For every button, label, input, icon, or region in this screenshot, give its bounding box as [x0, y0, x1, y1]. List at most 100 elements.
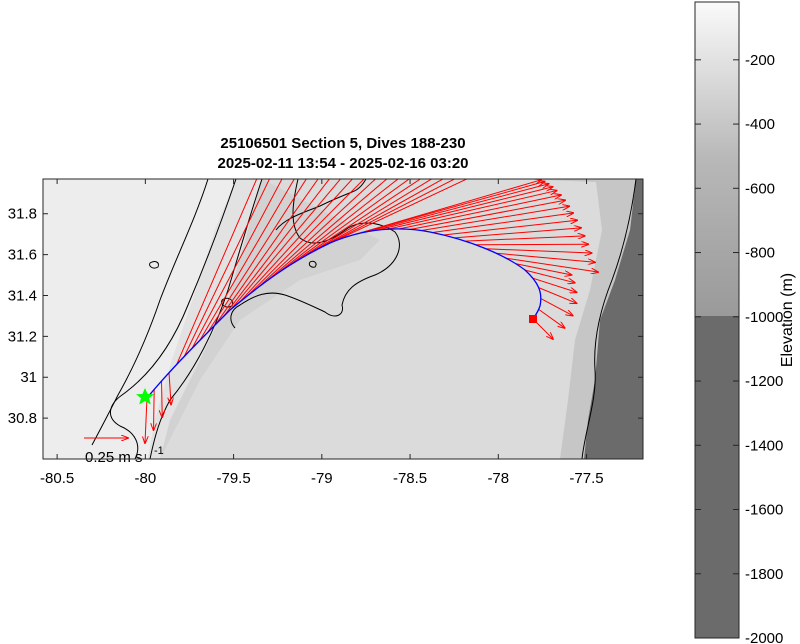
x-tick-label: -78.5 — [393, 470, 427, 487]
current-vector — [464, 236, 585, 242]
colorbar-tick-label: -1800 — [745, 566, 783, 583]
colorbar-lower — [695, 316, 739, 638]
glider-track — [146, 228, 542, 399]
current-vector — [538, 308, 565, 328]
map-frame — [42, 178, 644, 460]
current-vector — [231, 179, 342, 310]
x-tick-label: -77.5 — [569, 470, 603, 487]
current-vector — [323, 179, 456, 247]
current-vector — [257, 179, 377, 289]
current-vector — [532, 277, 577, 292]
current-vector — [183, 179, 270, 357]
x-tick-label: -78 — [487, 470, 509, 487]
colorbar-tick-label: -200 — [745, 52, 775, 69]
current-vector — [515, 263, 572, 275]
figure-title-line2: 2025-02-11 13:54 - 2025-02-16 03:20 — [217, 155, 468, 172]
contour-line — [275, 179, 367, 231]
current-vector — [275, 179, 399, 276]
y-tick-label: 30.8 — [8, 410, 37, 427]
current-vector — [248, 179, 365, 296]
current-vector — [199, 179, 295, 341]
colorbar-tick-label: -400 — [745, 116, 775, 133]
contour-line — [149, 261, 159, 269]
scale-label: 0.25 m s — [85, 449, 143, 466]
x-axis: -80.5 -80 -79.5 -79 -78.5 -78 -77.5 — [40, 179, 604, 487]
star-icon — [136, 388, 154, 405]
bathymetry-layer — [43, 179, 643, 459]
colorbar-tick-label: -600 — [745, 180, 775, 197]
current-vector — [207, 179, 307, 333]
contour-line — [110, 179, 237, 459]
current-vector — [215, 179, 319, 325]
colorbar-label: Elevation (m) — [779, 273, 796, 367]
end-marker — [529, 315, 537, 323]
current-vector — [387, 191, 557, 230]
colorbar-tick-label: -800 — [745, 245, 775, 262]
current-vector — [376, 187, 553, 231]
current-vector — [506, 257, 598, 272]
colorbar-tick-label: -1600 — [745, 502, 783, 519]
current-vectors — [145, 179, 598, 443]
current-vector — [421, 206, 570, 232]
y-tick-label: 31 — [20, 369, 37, 386]
current-vector — [239, 179, 354, 303]
current-vector — [154, 389, 155, 430]
colorbar-upper — [695, 2, 739, 316]
current-vector — [540, 298, 573, 316]
contour-line — [581, 179, 637, 459]
colorbar: -200 -400 -600 -800 -1000 -1200 -1400 -1600 -180… — [694, 1, 796, 644]
colorbar-tick-label: -1000 — [745, 309, 783, 326]
start-marker — [136, 388, 154, 405]
contour-line — [91, 179, 209, 446]
colorbar-ticks: -200 -400 -600 -800 -1000 -1200 -1400 -1600 -180… — [695, 52, 783, 644]
colorbar-tick-label: -1400 — [745, 437, 783, 454]
colorbar-frame — [694, 1, 740, 639]
colorbar-tick-label: -2000 — [745, 630, 783, 644]
y-tick-label: 31.6 — [8, 247, 37, 264]
figure-title-line1: 25106501 Section 5, Dives 188-230 — [220, 135, 465, 152]
depth-contours — [91, 179, 637, 459]
current-vector — [538, 287, 577, 304]
scale-exponent: -1 — [154, 445, 164, 457]
current-vector — [365, 184, 549, 233]
current-vector — [443, 220, 577, 236]
x-tick-label: -80 — [135, 470, 157, 487]
x-tick-label: -79 — [311, 470, 333, 487]
current-vector — [223, 179, 330, 317]
current-vector — [169, 372, 171, 405]
y-tick-label: 31.4 — [8, 287, 37, 304]
current-vector — [496, 252, 595, 262]
current-vector — [162, 381, 163, 417]
shelf-mid — [148, 179, 262, 459]
current-vector — [266, 179, 388, 282]
x-tick-label: -79.5 — [216, 470, 250, 487]
y-axis: 30.8 31 31.2 31.4 31.6 31.8 — [8, 206, 643, 427]
contour-line — [149, 179, 263, 459]
current-vector — [284, 179, 410, 269]
current-vector — [333, 179, 468, 242]
contour-line — [230, 179, 400, 329]
contour-line — [308, 260, 317, 268]
current-vector — [399, 195, 561, 230]
current-vector — [454, 228, 581, 239]
current-vector — [176, 179, 258, 365]
colorbar-tick-label: -1200 — [745, 373, 783, 390]
current-vector — [145, 397, 147, 443]
current-vector — [354, 182, 545, 235]
y-tick-label: 31.8 — [8, 206, 37, 223]
current-vector — [432, 213, 574, 234]
map-axes: 0.25 m s -1 -80.5 -80 -79.5 -79 -78.5 -78 -77.… — [8, 178, 644, 487]
current-vector — [485, 248, 592, 253]
current-vector — [313, 179, 444, 252]
current-vector — [524, 269, 575, 283]
current-vector — [410, 200, 565, 230]
current-vector — [294, 179, 422, 263]
y-tick-label: 31.2 — [8, 328, 37, 345]
scale-vector: 0.25 m s -1 — [84, 438, 164, 466]
current-vector — [303, 179, 433, 258]
deep-basin — [584, 179, 643, 459]
current-vector — [191, 179, 283, 349]
x-tick-label: -80.5 — [40, 470, 74, 487]
shelf-shallow — [43, 179, 236, 459]
